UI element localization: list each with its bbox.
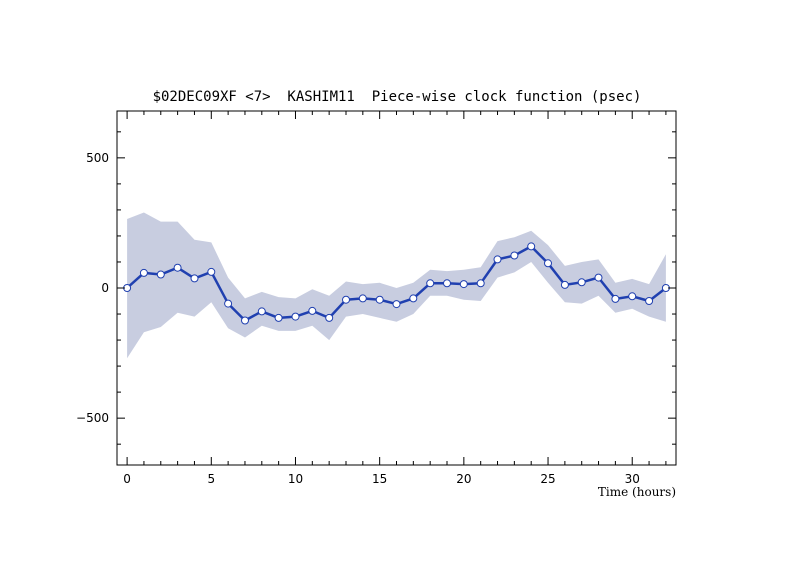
data-point — [139, 268, 148, 277]
data-point — [375, 295, 384, 304]
uncertainty-band — [127, 212, 666, 359]
x-axis-label: Time (hours) — [598, 485, 676, 499]
data-point — [257, 307, 266, 316]
data-point — [594, 273, 603, 282]
data-point — [544, 259, 552, 268]
data-point — [527, 242, 536, 251]
data-point — [156, 270, 165, 279]
data-point — [611, 294, 620, 303]
data-point — [274, 313, 283, 322]
y-tick-label: 500 — [86, 151, 109, 165]
data-point — [325, 313, 334, 322]
data-point — [426, 279, 435, 288]
x-tick-label: 15 — [372, 472, 387, 486]
error-band-area — [127, 212, 666, 359]
data-point — [443, 279, 451, 288]
data-point — [560, 280, 569, 289]
data-point — [358, 294, 367, 303]
data-point — [493, 255, 502, 264]
data-point — [392, 300, 401, 309]
x-tick-label: 0 — [123, 472, 131, 486]
y-tick-label: −500 — [76, 411, 109, 425]
data-point — [409, 294, 418, 303]
data-point — [291, 312, 300, 321]
data-point — [577, 278, 586, 287]
data-point — [224, 299, 233, 308]
data-point — [207, 267, 216, 276]
data-point — [190, 274, 199, 283]
chart-title: $02DEC09XF <7> KASHIM11 Piece-wise clock… — [153, 89, 642, 105]
x-tick-label: 10 — [288, 472, 303, 486]
x-tick-label: 25 — [540, 472, 555, 486]
data-point — [241, 316, 249, 325]
data-point — [342, 295, 350, 304]
tick-labels: 0 5 10 15 20 25 30 −500 0 500 — [76, 151, 640, 486]
x-tick-label: 30 — [625, 472, 640, 486]
data-point — [173, 263, 182, 272]
y-tick-label: 0 — [101, 281, 109, 295]
data-point — [645, 297, 654, 305]
data-markers — [123, 242, 670, 325]
data-point — [628, 292, 637, 301]
data-point — [476, 279, 485, 288]
data-point — [308, 306, 317, 315]
data-point — [510, 251, 519, 260]
x-tick-label: 5 — [207, 472, 215, 486]
data-point — [459, 280, 468, 289]
x-tick-label: 20 — [456, 472, 471, 486]
axis-ticks — [117, 111, 676, 465]
